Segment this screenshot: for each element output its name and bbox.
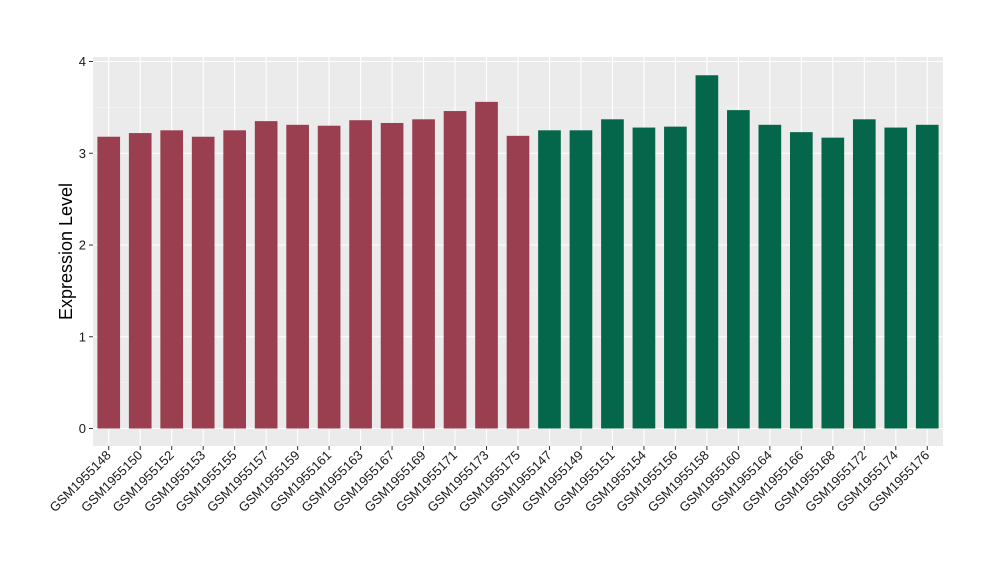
bar-GSM1955151 <box>601 119 624 429</box>
bar-GSM1955159 <box>286 124 309 429</box>
bar-GSM1955158 <box>695 75 719 429</box>
bar-GSM1955157 <box>254 121 278 429</box>
x-axis: GSM1955148GSM1955150GSM1955152GSM1955153… <box>47 446 932 515</box>
bar-GSM1955172 <box>852 119 876 429</box>
y-axis-title: Expression Level <box>56 183 76 320</box>
bar-GSM1955174 <box>884 127 908 429</box>
bar-GSM1955147 <box>538 130 561 429</box>
bar-GSM1955156 <box>664 126 687 429</box>
bar-GSM1955176 <box>915 124 939 429</box>
bar-GSM1955164 <box>758 124 782 429</box>
bar-GSM1955175 <box>506 135 530 429</box>
bar-GSM1955149 <box>569 130 593 429</box>
bars <box>97 75 939 429</box>
bar-GSM1955171 <box>443 111 467 429</box>
bar-GSM1955173 <box>475 101 498 429</box>
bar-GSM1955166 <box>790 132 813 429</box>
bar-GSM1955161 <box>317 125 341 429</box>
y-tick-label: 3 <box>79 146 86 161</box>
bar-GSM1955155 <box>223 130 246 429</box>
y-tick-label: 2 <box>79 238 86 253</box>
bar-GSM1955167 <box>380 122 404 429</box>
bar-GSM1955169 <box>412 119 435 429</box>
bar-GSM1955168 <box>821 137 845 429</box>
bar-GSM1955152 <box>160 130 184 429</box>
y-tick-label: 1 <box>79 329 86 344</box>
bar-GSM1955160 <box>727 110 750 429</box>
y-tick-label: 4 <box>79 54 86 69</box>
y-axis: 0 1 2 3 4 <box>79 54 93 436</box>
bar-GSM1955153 <box>191 136 215 429</box>
y-tick-label: 0 <box>79 421 86 436</box>
bar-GSM1955150 <box>128 133 152 429</box>
bar-GSM1955163 <box>349 120 372 429</box>
bar-GSM1955154 <box>632 127 656 429</box>
bar-GSM1955148 <box>97 136 121 429</box>
